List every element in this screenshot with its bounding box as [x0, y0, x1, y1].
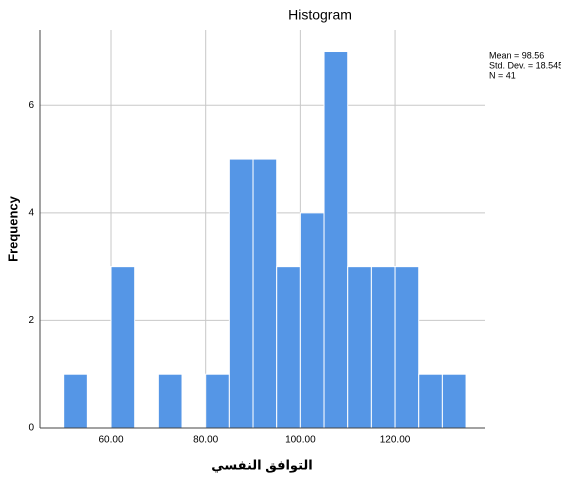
chart-title: Histogram: [288, 7, 352, 23]
x-tick-label: 60.00: [98, 435, 123, 446]
y-tick-label: 6: [28, 100, 34, 111]
bar: [299, 212, 325, 429]
bar: [441, 373, 467, 429]
x-tick-label: 100.00: [285, 435, 316, 446]
bar: [276, 266, 301, 429]
annotation: Std. Dev. = 18.545: [489, 60, 561, 70]
bar: [370, 266, 396, 429]
bar: [63, 373, 88, 429]
bar: [347, 266, 372, 429]
bar: [252, 158, 278, 429]
x-tick-label: 120.00: [380, 435, 411, 446]
x-axis-label: التوافق النفسي: [211, 457, 312, 472]
bar: [157, 373, 183, 429]
y-tick-label: 4: [28, 208, 34, 219]
bar: [110, 266, 136, 429]
bar: [323, 51, 349, 429]
bar: [418, 373, 443, 429]
y-tick-label: 2: [28, 315, 34, 326]
bar: [228, 158, 254, 429]
y-axis-label: Frequency: [5, 195, 20, 262]
x-tick-label: 80.00: [193, 435, 218, 446]
bar: [205, 373, 230, 429]
annotation: N = 41: [489, 70, 516, 80]
y-tick-label: 0: [28, 423, 34, 434]
annotation: Mean = 98.56: [489, 50, 544, 60]
bar: [394, 266, 420, 429]
